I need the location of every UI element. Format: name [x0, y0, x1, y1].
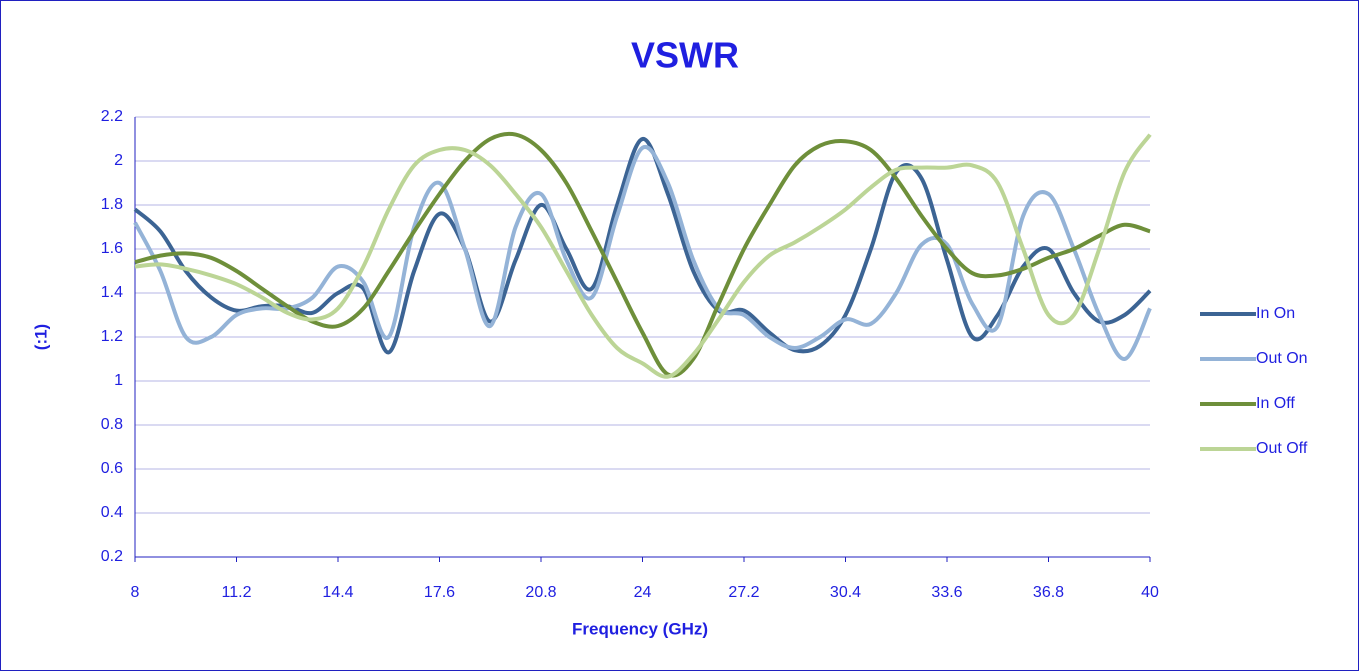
- series-line: [133, 144, 1152, 361]
- x-tick-label: 36.8: [1033, 584, 1064, 601]
- x-axis-label: Frequency (GHz): [572, 619, 708, 638]
- x-tick-label: 14.4: [322, 584, 353, 601]
- y-tick-label: 1: [114, 372, 123, 389]
- y-tick-label: 1.8: [101, 196, 123, 213]
- y-axis-label: (:1): [31, 324, 50, 350]
- x-tick-label: 33.6: [931, 584, 962, 601]
- series-line: [134, 133, 1152, 379]
- chart-title: VSWR: [631, 35, 739, 76]
- x-tick-label: 20.8: [525, 584, 556, 601]
- y-tick-label: 2.2: [101, 108, 123, 125]
- y-tick-label: 1.4: [101, 284, 123, 301]
- y-tick-label: 2: [114, 152, 123, 169]
- x-tick-label: 27.2: [728, 584, 759, 601]
- x-tick-label: 40: [1141, 584, 1159, 601]
- x-tick-label: 24: [634, 584, 652, 601]
- x-tick-label: 11.2: [222, 584, 252, 601]
- x-tick-label: 30.4: [830, 584, 861, 601]
- x-tick-label: 8: [131, 584, 140, 601]
- y-tick-label: 1.6: [101, 240, 123, 257]
- y-tick-label: 0.8: [101, 416, 123, 433]
- y-tick-label: 0.6: [101, 460, 123, 477]
- legend-label: In On: [1256, 305, 1295, 322]
- y-tick-label: 0.2: [101, 548, 123, 565]
- legend-label: Out On: [1256, 350, 1308, 367]
- y-tick-label: 1.2: [101, 328, 123, 345]
- series-line: [133, 137, 1152, 355]
- y-tick-label: 0.4: [101, 504, 123, 521]
- legend-label: In Off: [1256, 395, 1295, 412]
- x-tick-label: 17.6: [424, 584, 455, 601]
- legend-label: Out Off: [1256, 440, 1308, 457]
